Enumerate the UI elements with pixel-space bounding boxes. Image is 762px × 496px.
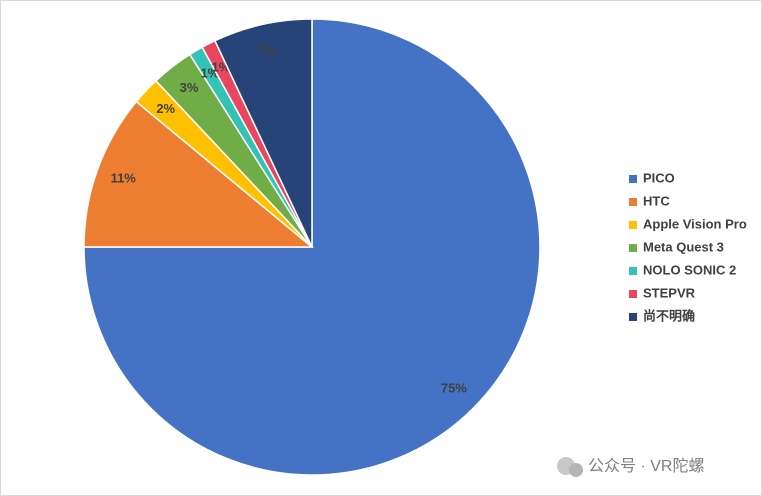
legend-swatch [629,198,637,206]
data-label: 11% [111,170,137,185]
watermark-text: 公众号 · VR陀螺 [588,457,704,475]
pie-slice [83,100,315,248]
legend-label: NOLO SONIC 2 [643,262,736,277]
legend-label: 尚不明确 [643,308,695,323]
legend-label: Meta Quest 3 [643,239,724,254]
legend-swatch [629,290,637,298]
legend-swatch [629,221,637,229]
legend-swatch [629,175,637,183]
watermark-icon [569,463,583,477]
pie: 75%11%2%3%1%1%7% [83,18,541,476]
pie-slice [213,18,313,248]
watermark: 公众号 · VR陀螺 [557,457,704,477]
data-label: 2% [156,101,175,116]
data-label: 3% [180,80,199,95]
legend: PICO HTC Apple Vision Pro Meta Quest 3 NOLO … [629,170,747,323]
data-label: 75% [441,380,467,395]
legend-swatch [629,267,637,275]
legend-label: HTC [643,193,670,208]
data-label: 7% [259,43,278,58]
legend-swatch [629,244,637,252]
legend-label: Apple Vision Pro [643,216,747,231]
legend-label: PICO [643,170,675,185]
pie-slice [83,18,541,476]
legend-label: STEPVR [643,285,696,300]
legend-swatch [629,313,637,321]
